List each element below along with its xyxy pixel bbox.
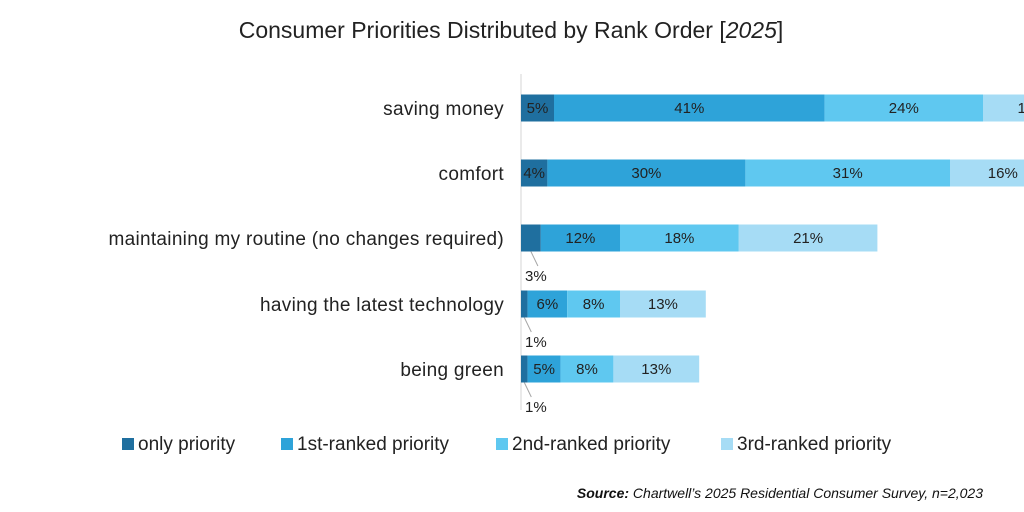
leader-line-having-the-latest-technology [523, 317, 532, 333]
legend-label-3rd-ranked-priority: 3rd-ranked priority [737, 434, 892, 455]
data-label-2nd-ranked-priority-having-the-latest-technology: 8% [583, 296, 605, 313]
data-label-1st-ranked-priority-maintaining-my-routine-no-changes-required: 12% [565, 230, 595, 247]
data-label-1st-ranked-priority-comfort: 30% [631, 165, 661, 182]
bar-1st-ranked-priority-having-the-latest-technology [527, 290, 568, 318]
bar-3rd-ranked-priority-maintaining-my-routine-no-changes-required [738, 224, 878, 252]
chart-title-main: Consumer Priorities Distributed by Rank … [239, 17, 727, 43]
data-label-only-priority-having-the-latest-technology: 1% [525, 334, 547, 351]
data-label-3rd-ranked-priority-comfort: 16% [988, 165, 1018, 182]
data-label-2nd-ranked-priority-maintaining-my-routine-no-changes-required: 18% [664, 230, 694, 247]
data-label-3rd-ranked-priority-being-green: 13% [641, 361, 671, 378]
bar-2nd-ranked-priority-having-the-latest-technology [567, 290, 620, 318]
chart-title-end: ] [777, 17, 783, 43]
bars-layer: saving money 5% 41% 24% 15% comfort 4% 30% 31% 16… [108, 94, 1024, 416]
data-label-2nd-ranked-priority-being-green: 8% [576, 361, 598, 378]
bar-3rd-ranked-priority-comfort [950, 159, 1024, 187]
bar-only-priority-comfort [521, 159, 548, 187]
legend-item-only-priority: only priority [122, 434, 236, 455]
bar-only-priority-being-green [521, 355, 528, 383]
data-label-1st-ranked-priority-saving-money: 41% [674, 100, 704, 117]
legend-swatch-2nd-ranked-priority [496, 438, 508, 450]
source-note: Source: Chartwell’s 2025 Residential Con… [577, 485, 983, 501]
bar-3rd-ranked-priority-having-the-latest-technology [620, 290, 706, 318]
bar-2nd-ranked-priority-comfort [745, 159, 950, 187]
data-label-only-priority-being-green: 1% [525, 399, 547, 416]
bar-1st-ranked-priority-maintaining-my-routine-no-changes-required [540, 224, 620, 252]
leader-line-being-green [523, 382, 532, 398]
data-label-3rd-ranked-priority-having-the-latest-technology: 13% [648, 296, 678, 313]
bar-2nd-ranked-priority-being-green [560, 355, 614, 383]
bar-1st-ranked-priority-saving-money [554, 94, 825, 122]
legend-swatch-1st-ranked-priority [281, 438, 293, 450]
category-label-having-the-latest-technology: having the latest technology [260, 295, 504, 316]
category-label-comfort: comfort [439, 164, 505, 185]
chart-title: Consumer Priorities Distributed by Rank … [239, 17, 784, 43]
bar-only-priority-maintaining-my-routine-no-changes-required [521, 224, 541, 252]
legend-item-3rd-ranked-priority: 3rd-ranked priority [721, 434, 892, 455]
bar-2nd-ranked-priority-saving-money [824, 94, 983, 122]
leader-line-maintaining-my-routine-no-changes-required [530, 251, 539, 267]
legend-label-1st-ranked-priority: 1st-ranked priority [297, 434, 450, 455]
data-label-2nd-ranked-priority-comfort: 31% [833, 165, 863, 182]
legend: only priority 1st-ranked priority 2nd-rank… [122, 434, 892, 455]
legend-label-2nd-ranked-priority: 2nd-ranked priority [512, 434, 671, 455]
bar-1st-ranked-priority-being-green [527, 355, 561, 383]
data-label-only-priority-comfort: 4% [523, 165, 545, 182]
data-label-3rd-ranked-priority-maintaining-my-routine-no-changes-required: 21% [793, 230, 823, 247]
data-label-1st-ranked-priority-being-green: 5% [533, 361, 555, 378]
bar-2nd-ranked-priority-maintaining-my-routine-no-changes-required [620, 224, 739, 252]
bar-1st-ranked-priority-comfort [547, 159, 746, 187]
bar-3rd-ranked-priority-being-green [613, 355, 700, 383]
source-label: Source: [577, 485, 629, 501]
legend-swatch-3rd-ranked-priority [721, 438, 733, 450]
data-label-only-priority-saving-money: 5% [527, 100, 549, 117]
legend-swatch-only-priority [122, 438, 134, 450]
bar-only-priority-having-the-latest-technology [521, 290, 528, 318]
source-text: Chartwell’s 2025 Residential Consumer Su… [629, 485, 983, 501]
data-label-1st-ranked-priority-having-the-latest-technology: 6% [537, 296, 559, 313]
category-label-maintaining-my-routine-no-changes-required: maintaining my routine (no changes requi… [108, 229, 504, 250]
category-label-saving-money: saving money [383, 99, 504, 120]
chart-title-year: 2025 [725, 17, 777, 43]
legend-item-2nd-ranked-priority: 2nd-ranked priority [496, 434, 671, 455]
bar-3rd-ranked-priority-saving-money [983, 94, 1024, 122]
bar-only-priority-saving-money [521, 94, 554, 122]
data-label-only-priority-maintaining-my-routine-no-changes-required: 3% [525, 268, 547, 285]
category-label-being-green: being green [400, 360, 504, 381]
legend-item-1st-ranked-priority: 1st-ranked priority [281, 434, 450, 455]
data-label-2nd-ranked-priority-saving-money: 24% [889, 100, 919, 117]
legend-label-only-priority: only priority [138, 434, 236, 455]
data-label-3rd-ranked-priority-saving-money: 15% [1017, 100, 1024, 117]
